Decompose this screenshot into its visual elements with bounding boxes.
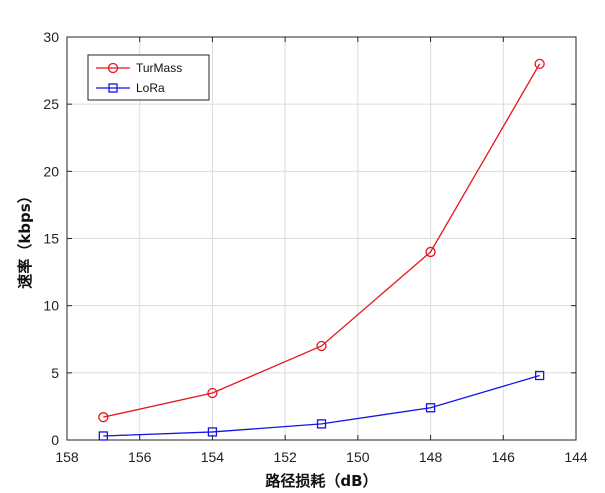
lora-point (425, 403, 436, 413)
turmass-point (207, 387, 218, 399)
legend-entry-turmass: TurMass (96, 61, 182, 75)
y-tick-label: 25 (43, 96, 59, 112)
turmass-line (103, 63, 541, 418)
legend-marker (107, 62, 119, 74)
axis-ticks: 158 156 154 152 150 148 146 144 0 5 10 15 20 25 30 (43, 29, 587, 465)
y-axis-label: 速率（kbps） (16, 188, 34, 288)
y-tick-label: 20 (43, 163, 59, 179)
turmass-point (98, 412, 109, 423)
turmass-point (534, 58, 545, 70)
y-tick-label: 10 (43, 298, 59, 314)
legend-entry-lora: LoRa (96, 81, 165, 95)
x-tick-label: 150 (346, 449, 370, 465)
legend-label: LoRa (136, 81, 165, 95)
y-tick-label: 15 (43, 231, 59, 247)
x-tick-label: 154 (201, 449, 225, 465)
turmass-point (425, 246, 436, 258)
series-turmass (98, 58, 545, 423)
x-tick-label: 158 (55, 449, 79, 465)
lora-line (103, 374, 540, 437)
lora-point (207, 427, 218, 437)
series-group (98, 58, 545, 441)
y-tick-label: 0 (51, 432, 59, 448)
x-tick-label: 144 (564, 449, 588, 465)
y-tick-label: 5 (51, 365, 59, 381)
legend: TurMass LoRa (87, 54, 210, 101)
x-axis-label: 路径损耗（dB） (265, 472, 377, 490)
lora-point (534, 370, 545, 381)
x-tick-label: 156 (128, 449, 152, 465)
legend-label: TurMass (136, 61, 182, 75)
series-lora (98, 370, 545, 441)
legend-marker (108, 83, 118, 93)
grid-lines (66, 36, 577, 441)
x-tick-label: 148 (419, 449, 443, 465)
lora-point (316, 419, 327, 429)
lora-point (98, 431, 109, 441)
x-tick-label: 146 (492, 449, 516, 465)
x-tick-label: 152 (273, 449, 297, 465)
legend-box (87, 54, 210, 101)
y-tick-label: 30 (43, 29, 59, 45)
turmass-point (316, 340, 327, 352)
